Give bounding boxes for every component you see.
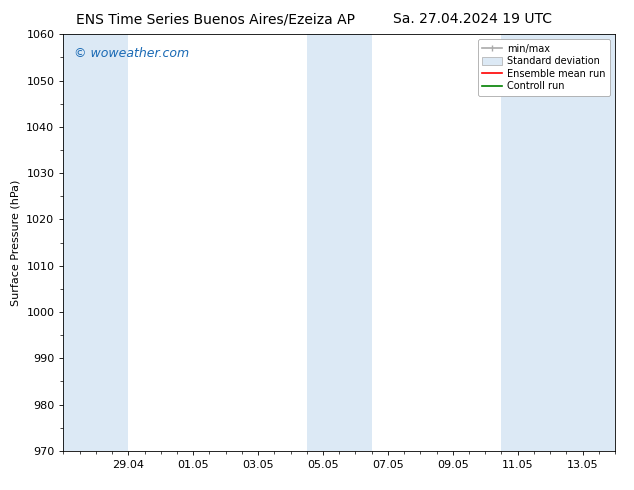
Text: Sa. 27.04.2024 19 UTC: Sa. 27.04.2024 19 UTC [393, 12, 552, 26]
Bar [307, 34, 372, 451]
Bar [63, 34, 128, 451]
Y-axis label: Surface Pressure (hPa): Surface Pressure (hPa) [11, 179, 21, 306]
Text: ENS Time Series Buenos Aires/Ezeiza AP: ENS Time Series Buenos Aires/Ezeiza AP [76, 12, 355, 26]
Text: © woweather.com: © woweather.com [74, 47, 190, 60]
Legend: min/max, Standard deviation, Ensemble mean run, Controll run: min/max, Standard deviation, Ensemble me… [477, 39, 610, 96]
Bar [501, 34, 615, 451]
